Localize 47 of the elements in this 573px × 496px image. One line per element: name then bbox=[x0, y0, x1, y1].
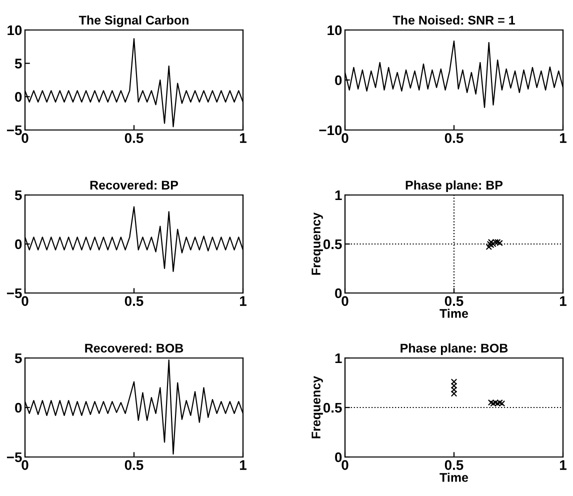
y-tick-label: 10 bbox=[328, 25, 342, 36]
chart-title: Phase plane: BP bbox=[406, 180, 503, 192]
x-tick-label: 0 bbox=[22, 296, 28, 306]
y-axis-title: Frequency bbox=[312, 212, 323, 275]
y-tick-label: −5 bbox=[6, 288, 22, 298]
x-tick-label: 1 bbox=[240, 133, 246, 143]
x-tick-label: 1 bbox=[560, 296, 566, 306]
x-tick-label: 1 bbox=[560, 460, 566, 470]
y-tick-label: 0.5 bbox=[323, 402, 342, 413]
y-axis-title: Frequency bbox=[312, 376, 323, 438]
y-tick-label: 0 bbox=[335, 452, 342, 462]
y-tick-label: 0 bbox=[335, 75, 342, 86]
x-tick-label: 0.5 bbox=[124, 133, 144, 143]
y-tick-label: 5 bbox=[14, 190, 22, 200]
y-tick-label: −5 bbox=[6, 452, 22, 462]
chart-title: Phase plane: BOB bbox=[400, 343, 508, 356]
x-axis-title: Time bbox=[440, 472, 468, 482]
chart-title: Recovered: BP bbox=[90, 180, 178, 190]
x-tick-label: 0 bbox=[22, 460, 28, 470]
chart-title: The Signal Carbon bbox=[78, 15, 188, 28]
x-tick-label: 0.5 bbox=[444, 296, 464, 306]
x-tick-label: 0 bbox=[22, 133, 28, 143]
y-tick-label: 1 bbox=[335, 353, 342, 364]
y-tick-label: 5 bbox=[14, 58, 22, 69]
chart-title: Recovered: BOB bbox=[85, 343, 184, 353]
y-tick-label: 0 bbox=[15, 402, 22, 413]
y-tick-label: 0.5 bbox=[323, 239, 342, 250]
y-tick-label: 10 bbox=[8, 25, 22, 36]
y-tick-label: 5 bbox=[14, 353, 22, 364]
y-tick-label: 0 bbox=[15, 239, 22, 250]
x-tick-label: 0.5 bbox=[124, 296, 144, 306]
y-tick-label: 1 bbox=[335, 190, 342, 200]
x-tick-label: 0.5 bbox=[444, 460, 464, 470]
chart-title: The Noised: SNR = 1 bbox=[392, 15, 515, 25]
y-tick-label: 0 bbox=[335, 288, 342, 298]
x-tick-label: 1 bbox=[240, 296, 246, 306]
x-tick-label: 0 bbox=[342, 133, 348, 143]
x-tick-label: 0.5 bbox=[124, 460, 144, 470]
x-tick-label: 0 bbox=[342, 296, 348, 306]
y-tick-label: −10 bbox=[319, 125, 342, 136]
y-tick-label: 0 bbox=[15, 92, 22, 102]
x-tick-label: 0 bbox=[342, 460, 348, 470]
x-tick-label: 1 bbox=[560, 133, 566, 143]
x-axis-title: Time bbox=[440, 308, 468, 318]
x-tick-label: 1 bbox=[240, 460, 246, 470]
x-tick-label: 0.5 bbox=[444, 133, 464, 143]
y-tick-label: −5 bbox=[6, 125, 22, 136]
